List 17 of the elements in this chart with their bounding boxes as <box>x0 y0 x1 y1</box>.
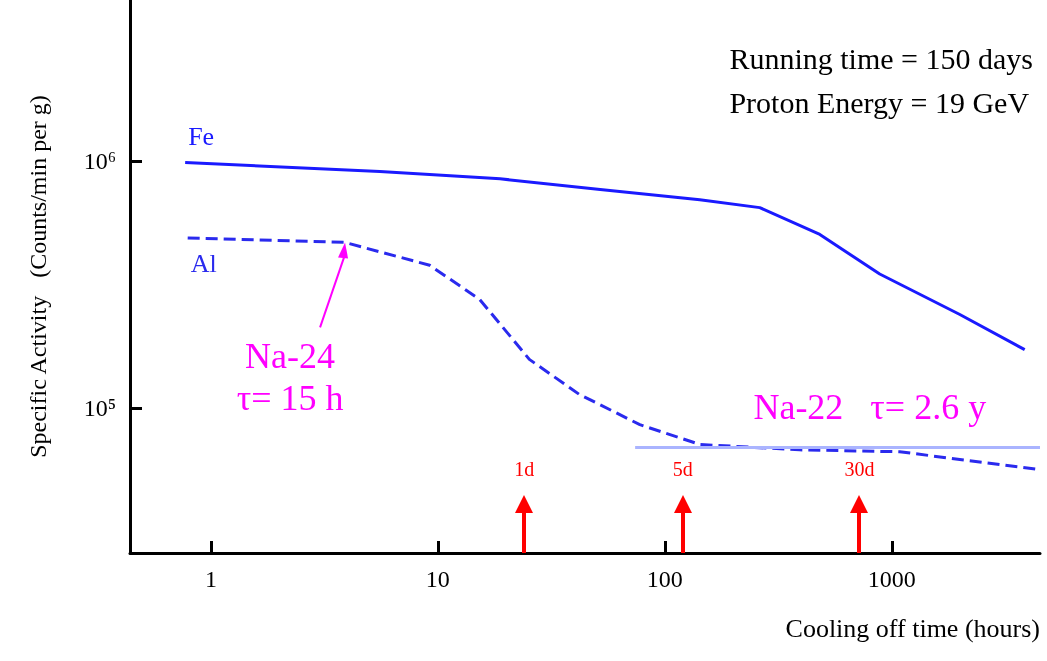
x-tick-label: 100 <box>646 566 683 592</box>
ref-line-label: 1d <box>514 458 535 480</box>
x-axis-title: Cooling off time (hours) <box>785 613 1040 643</box>
y-axis-title: Specific Activity (Counts/min per g) <box>25 95 51 458</box>
y-tick-label: 10⁶ <box>83 148 116 175</box>
series-label: Al <box>190 249 217 279</box>
ref-line-label: 30d <box>844 458 875 480</box>
ref-line-label: 5d <box>672 458 693 480</box>
annotation: Na-22 τ= 2.6 y <box>753 387 987 428</box>
x-tick-label: 1 <box>204 566 217 592</box>
x-tick-label: 10 <box>425 566 450 592</box>
y-tick-label: 10⁵ <box>83 395 116 422</box>
annotation: Na-24 τ= 15 h <box>236 336 344 419</box>
x-tick-label: 1000 <box>867 566 916 592</box>
series-label: Fe <box>188 121 215 151</box>
annotation: Running time = 150 days <box>729 41 1033 75</box>
annotation: Proton Energy = 19 GeV <box>729 85 1030 119</box>
